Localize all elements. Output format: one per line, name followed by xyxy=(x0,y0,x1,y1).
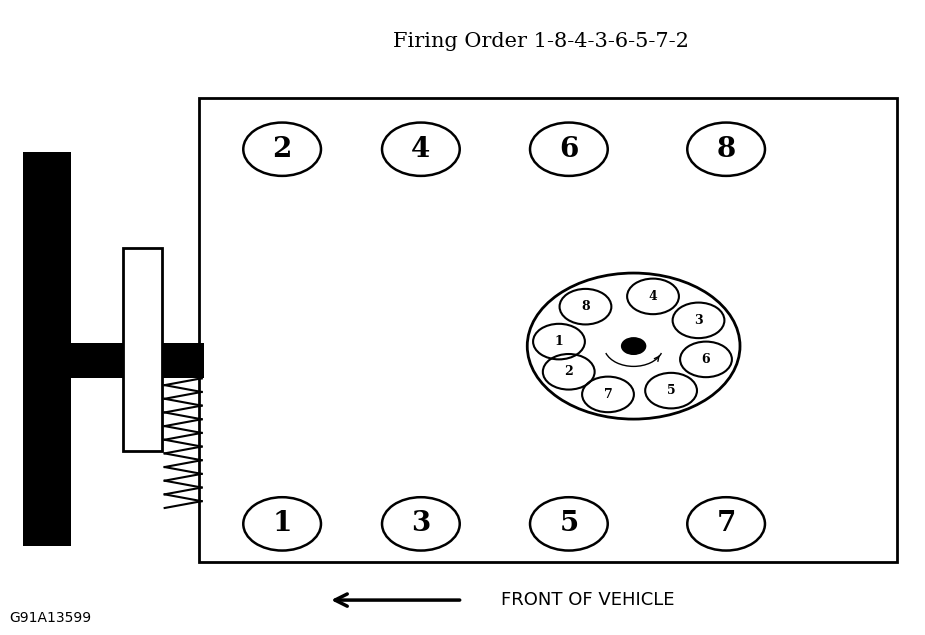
Text: 5: 5 xyxy=(560,511,578,537)
Circle shape xyxy=(622,338,646,354)
Text: 8: 8 xyxy=(581,300,590,313)
Text: 5: 5 xyxy=(667,384,675,397)
Text: 2: 2 xyxy=(273,136,291,163)
FancyBboxPatch shape xyxy=(23,152,71,546)
Text: G91A13599: G91A13599 xyxy=(9,612,92,625)
Text: 3: 3 xyxy=(412,511,430,537)
Text: 8: 8 xyxy=(717,136,735,163)
Text: 6: 6 xyxy=(702,353,710,366)
Text: 4: 4 xyxy=(412,136,430,163)
Text: 7: 7 xyxy=(604,388,612,401)
FancyBboxPatch shape xyxy=(23,343,204,378)
Text: 1: 1 xyxy=(273,511,291,537)
Text: 7: 7 xyxy=(717,511,735,537)
FancyBboxPatch shape xyxy=(199,98,897,562)
FancyBboxPatch shape xyxy=(123,248,162,451)
Text: FRONT OF VEHICLE: FRONT OF VEHICLE xyxy=(500,591,674,609)
Text: 1: 1 xyxy=(555,335,563,348)
Text: 6: 6 xyxy=(560,136,578,163)
Text: 3: 3 xyxy=(694,314,703,327)
Text: 4: 4 xyxy=(648,290,658,303)
Text: Firing Order 1-8-4-3-6-5-7-2: Firing Order 1-8-4-3-6-5-7-2 xyxy=(393,32,689,51)
Text: 2: 2 xyxy=(564,365,574,378)
